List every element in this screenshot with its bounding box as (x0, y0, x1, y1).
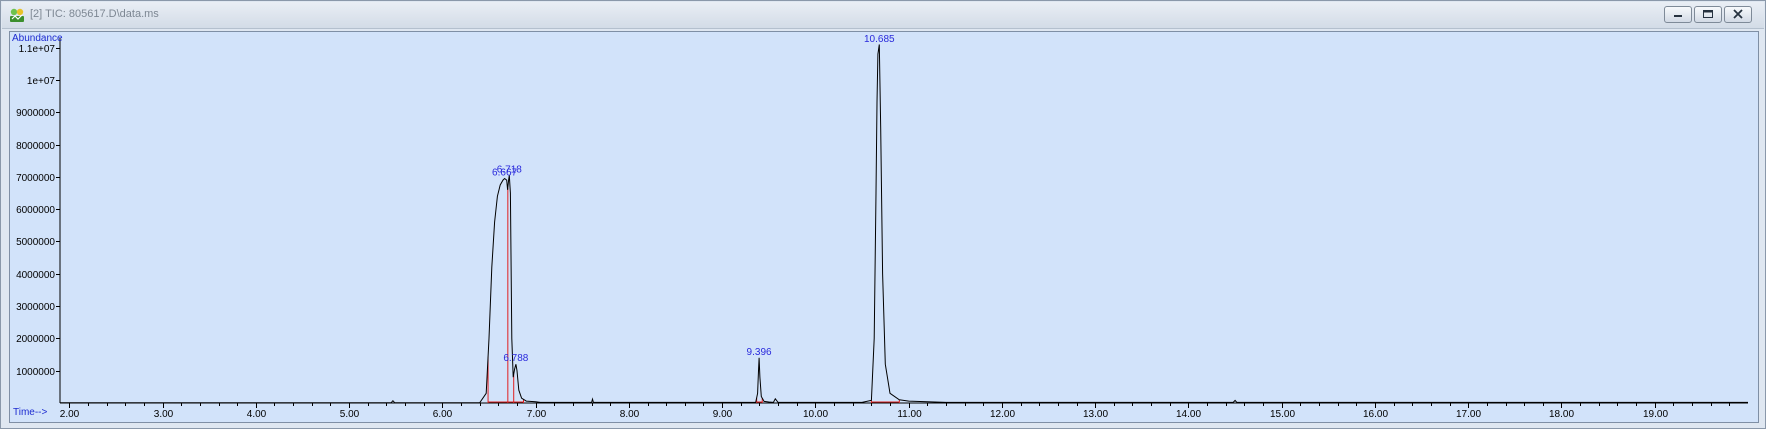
y-tick-label: 1000000 (16, 367, 55, 378)
y-tick-label: 3000000 (16, 302, 55, 313)
x-tick-label: 8.00 (620, 409, 640, 420)
y-tick-label: 9000000 (16, 108, 55, 119)
integration-markers (487, 187, 900, 403)
chromatogram-app-icon (10, 8, 24, 22)
y-tick-label: 5000000 (16, 237, 55, 248)
peak-label: 10.685 (864, 34, 895, 45)
y-tick-label: 2000000 (16, 334, 55, 345)
x-tick-label: 10.00 (803, 409, 828, 420)
x-tick-label: 3.00 (154, 409, 174, 420)
y-tick-label: 8000000 (16, 141, 55, 152)
tic-trace (60, 44, 1748, 404)
x-tick-label: 16.00 (1363, 409, 1388, 420)
y-tick-label: 1.1e+07 (19, 44, 56, 55)
x-tick-label: 7.00 (527, 409, 547, 420)
x-tick-label: 17.00 (1456, 409, 1481, 420)
y-axis-label: Abundance (12, 33, 63, 44)
x-tick-label: 19.00 (1643, 409, 1668, 420)
y-tick-label: 1e+07 (27, 76, 56, 87)
x-tick-label: 5.00 (340, 409, 360, 420)
x-tick-label: 13.00 (1083, 409, 1108, 420)
close-icon (1733, 9, 1743, 19)
minimize-button[interactable] (1664, 6, 1692, 23)
close-button[interactable] (1724, 6, 1752, 23)
restore-icon (1703, 10, 1713, 18)
peak-label: 6.718 (497, 164, 522, 175)
x-tick-label: 18.00 (1549, 409, 1574, 420)
x-tick-label: 9.00 (713, 409, 733, 420)
x-tick-label: 15.00 (1270, 409, 1295, 420)
x-tick-label: 12.00 (990, 409, 1015, 420)
restore-button[interactable] (1694, 6, 1722, 23)
chart-canvas: 1000000 2000000 3000000 4000000 5000000 60000… (16, 34, 1748, 420)
x-tick-label: 2.00 (60, 409, 80, 420)
y-tick-label: 6000000 (16, 205, 55, 216)
axes: 1000000 2000000 3000000 4000000 5000000 60000… (16, 38, 1748, 420)
y-tick-label: 7000000 (16, 173, 55, 184)
title-bar[interactable]: [2] TIC: 805617.D\data.ms (2, 2, 1764, 29)
peak-label: 6.667 (492, 168, 517, 179)
y-tick-label: 4000000 (16, 270, 55, 281)
x-tick-label: 6.00 (433, 409, 453, 420)
x-axis-label: Time--> (13, 407, 48, 418)
window-title: [2] TIC: 805617.D\data.ms (30, 8, 159, 20)
peak-label: 6.788 (503, 353, 528, 364)
minimize-icon (1674, 15, 1682, 17)
x-tick-label: 4.00 (247, 409, 267, 420)
peak-label: 9.396 (747, 347, 772, 358)
chromatogram-plot[interactable]: 1000000 2000000 3000000 4000000 5000000 60000… (9, 31, 1759, 423)
x-tick-label: 14.00 (1176, 409, 1201, 420)
x-tick-label: 11.00 (897, 409, 922, 420)
